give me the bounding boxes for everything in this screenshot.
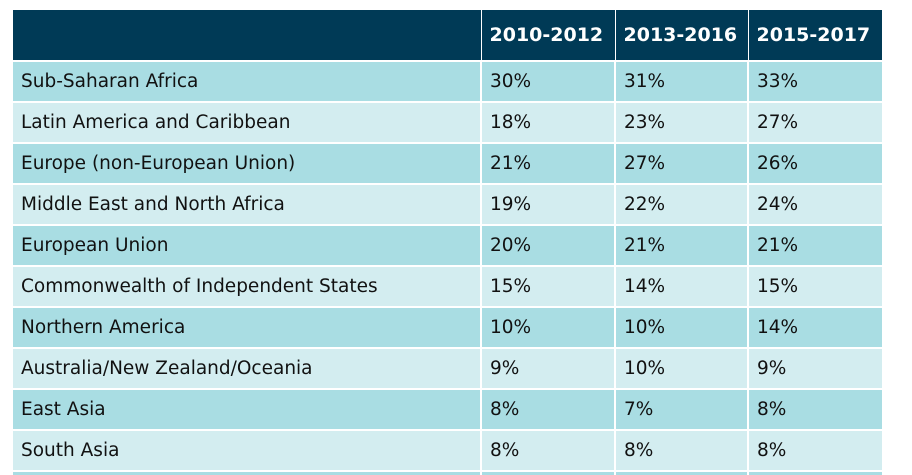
value-cell: 8% — [615, 429, 749, 471]
header-cell-2015-2017: 2015-2017 — [748, 10, 882, 61]
value-cell: 26% — [748, 142, 882, 184]
value-cell: 10% — [615, 306, 749, 348]
empty-cell — [481, 470, 616, 475]
table-row: Europe (non-European Union) 21% 27% 26% — [13, 142, 882, 184]
value-cell: 27% — [615, 142, 749, 184]
region-cell: Australia/New Zealand/Oceania — [13, 347, 482, 389]
value-cell: 14% — [615, 265, 749, 307]
table-row: Sub-Saharan Africa 30% 31% 33% — [13, 60, 882, 102]
value-cell: 30% — [481, 60, 616, 102]
header-cell-region — [13, 10, 482, 61]
value-cell: 21% — [615, 224, 749, 266]
value-cell: 8% — [481, 429, 616, 471]
value-cell: 18% — [481, 101, 616, 143]
region-cell: Sub-Saharan Africa — [13, 60, 482, 102]
data-table-container: 2010-2012 2013-2016 2015-2017 Sub-Sahara… — [13, 10, 882, 475]
table-row: Northern America 10% 10% 14% — [13, 306, 882, 348]
table-row: European Union 20% 21% 21% — [13, 224, 882, 266]
region-cell: European Union — [13, 224, 482, 266]
header-cell-2013-2016: 2013-2016 — [615, 10, 749, 61]
value-cell: 27% — [748, 101, 882, 143]
value-cell: 19% — [481, 183, 616, 225]
table-row: Commonwealth of Independent States 15% 14%… — [13, 265, 882, 307]
table-header: 2010-2012 2013-2016 2015-2017 — [13, 10, 882, 61]
value-cell: 10% — [481, 306, 616, 348]
value-cell: 22% — [615, 183, 749, 225]
region-cell: East Asia — [13, 388, 482, 430]
region-cell: Commonwealth of Independent States — [13, 265, 482, 307]
value-cell: 15% — [481, 265, 616, 307]
empty-cell — [13, 470, 482, 475]
value-cell: 24% — [748, 183, 882, 225]
region-cell: South Asia — [13, 429, 482, 471]
regional-percentage-table: 2010-2012 2013-2016 2015-2017 Sub-Sahara… — [13, 10, 882, 475]
region-cell: Europe (non-European Union) — [13, 142, 482, 184]
table-row-partial — [13, 470, 882, 475]
table-row: Middle East and North Africa 19% 22% 24% — [13, 183, 882, 225]
table-row: Latin America and Caribbean 18% 23% 27% — [13, 101, 882, 143]
value-cell: 8% — [748, 429, 882, 471]
value-cell: 9% — [481, 347, 616, 389]
header-row: 2010-2012 2013-2016 2015-2017 — [13, 10, 882, 61]
header-cell-2010-2012: 2010-2012 — [481, 10, 616, 61]
value-cell: 15% — [748, 265, 882, 307]
value-cell: 21% — [481, 142, 616, 184]
table-row: East Asia 8% 7% 8% — [13, 388, 882, 430]
table-row: South Asia 8% 8% 8% — [13, 429, 882, 471]
value-cell: 8% — [481, 388, 616, 430]
value-cell: 9% — [748, 347, 882, 389]
value-cell: 21% — [748, 224, 882, 266]
value-cell: 31% — [615, 60, 749, 102]
table-body: Sub-Saharan Africa 30% 31% 33% Latin America… — [13, 60, 882, 475]
value-cell: 14% — [748, 306, 882, 348]
value-cell: 20% — [481, 224, 616, 266]
value-cell: 7% — [615, 388, 749, 430]
region-cell: Latin America and Caribbean — [13, 101, 482, 143]
empty-cell — [748, 470, 882, 475]
value-cell: 33% — [748, 60, 882, 102]
region-cell: Northern America — [13, 306, 482, 348]
region-cell: Middle East and North Africa — [13, 183, 482, 225]
value-cell: 23% — [615, 101, 749, 143]
empty-cell — [615, 470, 749, 475]
table-row: Australia/New Zealand/Oceania 9% 10% 9% — [13, 347, 882, 389]
value-cell: 8% — [748, 388, 882, 430]
value-cell: 10% — [615, 347, 749, 389]
